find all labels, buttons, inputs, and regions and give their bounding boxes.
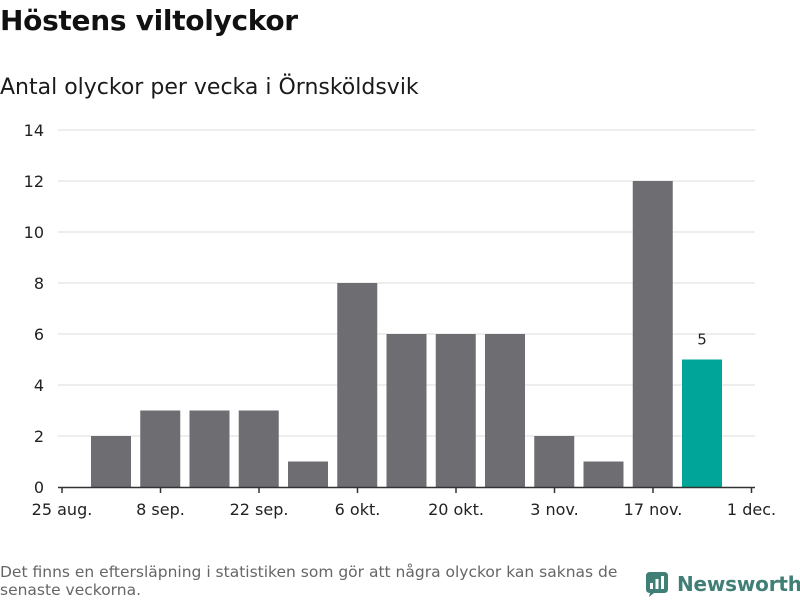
chart-subtitle: Antal olyckor per vecka i Örnsköldsvik — [0, 75, 419, 100]
bar — [386, 334, 427, 487]
bar — [238, 410, 279, 487]
bar — [337, 283, 378, 487]
y-tick-label: 12 — [24, 172, 44, 191]
brand-badge[interactable]: Newsworthy — [645, 570, 800, 598]
chart-title: Höstens viltolyckor — [0, 4, 298, 37]
bar-highlight — [682, 359, 722, 487]
y-tick-label: 14 — [24, 121, 44, 140]
y-tick-label: 8 — [34, 274, 44, 293]
bar — [534, 436, 575, 487]
bar — [189, 410, 230, 487]
y-tick-label: 6 — [34, 325, 44, 344]
bar — [485, 334, 525, 487]
newsworthy-logo-icon — [646, 572, 668, 597]
data-labels: 5 — [697, 331, 707, 349]
bar — [140, 410, 181, 487]
data-label: 5 — [697, 331, 707, 349]
bars — [91, 181, 722, 487]
x-tick-label: 17 nov. — [624, 500, 683, 519]
y-tick-label: 0 — [34, 478, 44, 497]
y-tick-label: 4 — [34, 376, 44, 395]
x-tick-label: 20 okt. — [428, 500, 484, 519]
bar — [632, 181, 673, 487]
bar-chart: 0 2 4 6 8 10 12 14 5 25 aug. 8 sep. 22 sep. 6 okt.… — [24, 121, 776, 519]
footnote: Det finns en eftersläpning i statistiken… — [0, 563, 618, 599]
x-tick-label: 3 nov. — [530, 500, 579, 519]
bar — [288, 461, 328, 487]
x-tick-label: 1 dec. — [727, 500, 776, 519]
y-tick-label: 2 — [34, 427, 44, 446]
bar — [91, 436, 131, 487]
brand-name: Newsworthy — [677, 572, 800, 596]
x-tick-label: 25 aug. — [32, 500, 93, 519]
x-axis: 25 aug. 8 sep. 22 sep. 6 okt. 20 okt. 3 nov. 1… — [32, 486, 776, 519]
bar — [435, 334, 476, 487]
x-tick-label: 8 sep. — [136, 500, 185, 519]
x-tick-label: 6 okt. — [335, 500, 381, 519]
y-axis-ticks: 0 2 4 6 8 10 12 14 — [24, 121, 44, 497]
x-tick-label: 22 sep. — [230, 500, 289, 519]
bar — [583, 461, 624, 487]
y-tick-label: 10 — [24, 223, 44, 242]
